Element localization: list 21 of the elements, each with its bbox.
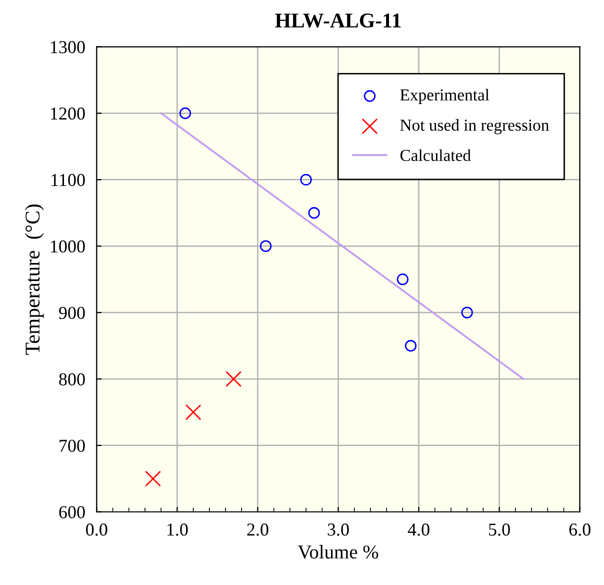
x-tick-label: 3.0 bbox=[328, 524, 349, 536]
y-tick-label: 1100 bbox=[52, 174, 85, 186]
y-axis-title: Temperature (°C) bbox=[24, 204, 44, 355]
x-tick-label: 6.0 bbox=[569, 524, 590, 536]
x-axis-title: Volume % bbox=[298, 544, 378, 559]
x-tick-label: 2.0 bbox=[247, 524, 268, 536]
x-tick-label: 5.0 bbox=[489, 524, 510, 536]
legend-label: Calculated bbox=[400, 149, 471, 162]
y-tick-label: 600 bbox=[59, 506, 85, 518]
y-tick-label: 700 bbox=[60, 440, 85, 452]
y-tick-label: 900 bbox=[59, 306, 85, 319]
y-tick-label: 1300 bbox=[51, 41, 85, 54]
x-tick-label: 1.0 bbox=[167, 524, 188, 536]
y-tick-label: 800 bbox=[59, 373, 85, 386]
y-tick-label: 1000 bbox=[51, 240, 85, 253]
legend-label: Not used in regression bbox=[400, 119, 549, 134]
y-tick-label: 1200 bbox=[51, 107, 85, 120]
chart-title: HLW-ALG-11 bbox=[275, 14, 401, 28]
x-tick-label: 4.0 bbox=[408, 524, 430, 536]
x-tick-label: 0.0 bbox=[86, 524, 108, 536]
legend-label: Experimental bbox=[400, 88, 490, 104]
